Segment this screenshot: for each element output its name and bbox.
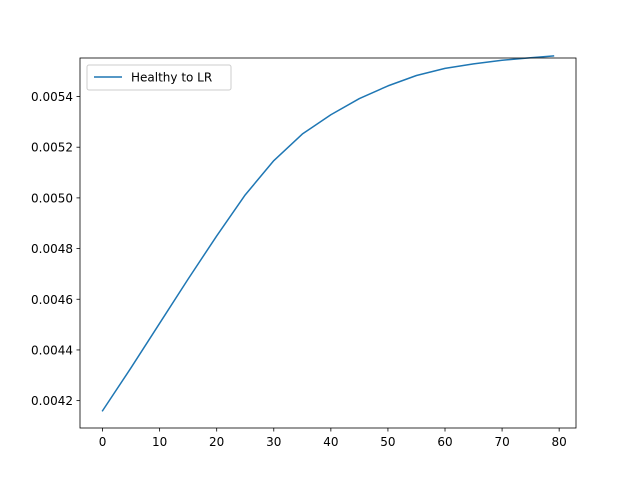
x-tick-label: 10 bbox=[152, 435, 167, 449]
x-tick-label: 50 bbox=[380, 435, 395, 449]
x-tick-label: 20 bbox=[209, 435, 224, 449]
y-tick-label: 0.0042 bbox=[31, 394, 73, 408]
x-tick-label: 60 bbox=[437, 435, 452, 449]
y-tick-label: 0.0048 bbox=[31, 242, 73, 256]
y-tick-label: 0.0054 bbox=[31, 90, 73, 104]
y-tick-label: 0.0044 bbox=[31, 343, 73, 357]
y-tick-label: 0.0046 bbox=[31, 293, 73, 307]
y-tick-label: 0.0052 bbox=[31, 141, 73, 155]
y-tick-label: 0.0050 bbox=[31, 191, 73, 205]
legend: Healthy to LR bbox=[86, 64, 232, 91]
x-tick-label: 0 bbox=[99, 435, 107, 449]
x-tick-label: 40 bbox=[323, 435, 338, 449]
x-tick-label: 30 bbox=[266, 435, 281, 449]
legend-label: Healthy to LR bbox=[131, 71, 212, 85]
x-axis: 0 10 20 30 40 50 60 70 80 bbox=[99, 428, 567, 449]
x-tick-label: 70 bbox=[494, 435, 509, 449]
y-axis: 0.0042 0.0044 0.0046 0.0048 0.0050 0.0052 0.00… bbox=[31, 90, 80, 408]
legend-box bbox=[86, 64, 232, 91]
series-layer bbox=[101, 55, 555, 412]
series-line-0 bbox=[101, 55, 555, 412]
plot-frame bbox=[79, 57, 577, 429]
x-tick-label: 80 bbox=[552, 435, 567, 449]
